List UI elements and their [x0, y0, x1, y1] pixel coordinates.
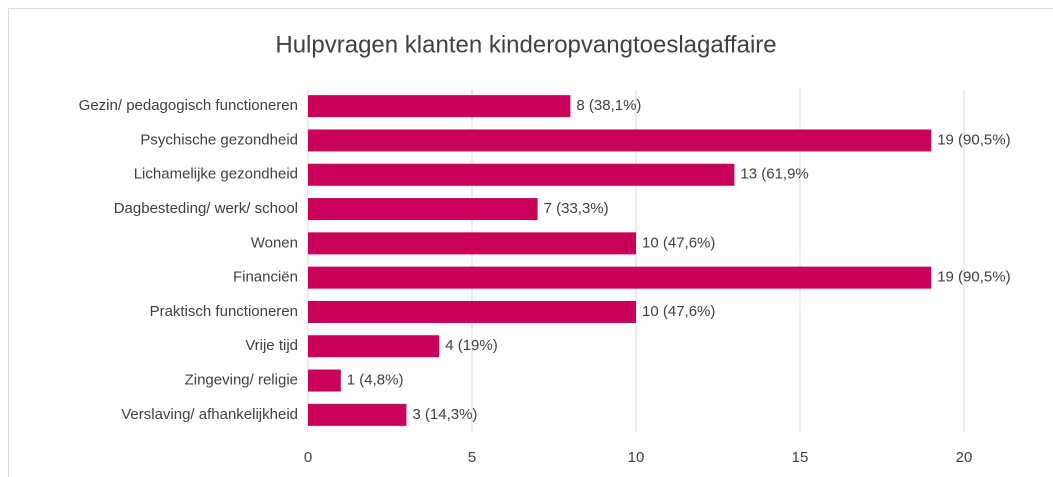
- y-tick-label: Psychische gezondheid: [140, 131, 298, 148]
- y-tick-label: Gezin/ pedagogisch functioneren: [79, 97, 298, 114]
- value-label: 13 (61,9%: [740, 166, 808, 183]
- y-tick-label: Wonen: [251, 234, 298, 251]
- bar: [308, 335, 440, 358]
- y-tick-label: Vrije tijd: [245, 337, 298, 354]
- bar: [308, 232, 636, 255]
- y-tick-label: Zingeving/ religie: [185, 372, 298, 389]
- bar: [308, 95, 571, 118]
- x-tick-label: 5: [468, 449, 476, 466]
- value-label: 19 (90,5%): [937, 131, 1010, 148]
- x-tick-label: 10: [628, 449, 645, 466]
- value-label: 8 (38,1%): [576, 97, 641, 114]
- bar: [308, 163, 735, 186]
- y-tick-label: Praktisch functioneren: [150, 303, 298, 320]
- bar: [308, 198, 538, 221]
- value-label: 10 (47,6%): [642, 303, 715, 320]
- y-tick-label: Dagbesteding/ werk/ school: [114, 200, 298, 217]
- x-tick-label: 15: [792, 449, 809, 466]
- y-tick-label: Verslaving/ afhankelijkheid: [121, 406, 298, 423]
- bar: [308, 129, 932, 152]
- bar: [308, 403, 407, 426]
- bar: [308, 369, 341, 392]
- value-label: 4 (19%): [445, 337, 498, 354]
- chart-border: [8, 8, 1053, 477]
- y-tick-label: Lichamelijke gezondheid: [134, 166, 298, 183]
- value-label: 19 (90,5%): [937, 269, 1010, 286]
- value-label: 1 (4,8%): [347, 372, 404, 389]
- y-tick-label: Financiën: [233, 269, 298, 286]
- value-label: 3 (14,3%): [412, 406, 477, 423]
- chart-title: Hulpvragen klanten kinderopvangtoeslagaf…: [275, 31, 776, 58]
- value-label: 10 (47,6%): [642, 234, 715, 251]
- bar: [308, 300, 636, 323]
- value-label: 7 (33,3%): [544, 200, 609, 217]
- x-tick-label: 0: [304, 449, 312, 466]
- bar: [308, 266, 932, 289]
- x-tick-label: 20: [956, 449, 973, 466]
